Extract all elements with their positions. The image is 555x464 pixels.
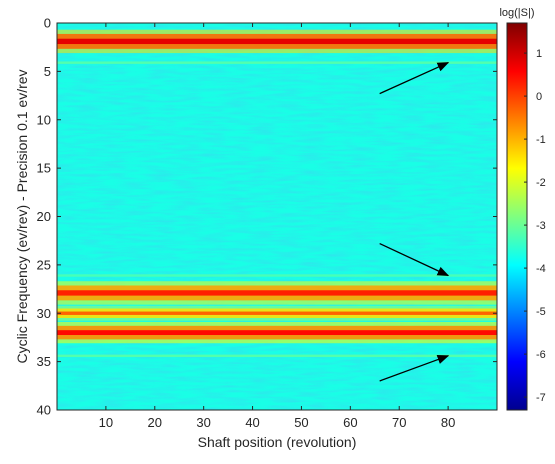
annotation-arrow bbox=[379, 243, 450, 277]
y-tick-label: 20 bbox=[37, 209, 51, 224]
heatmap-band bbox=[57, 274, 497, 277]
band-core bbox=[57, 330, 497, 336]
y-axis: 0 5 10 15 20 25 30 35 40 bbox=[37, 16, 497, 418]
x-tick-label: 60 bbox=[343, 415, 357, 430]
colorbar-tick-label: 1 bbox=[536, 48, 542, 60]
colorbar-tick-label: -1 bbox=[536, 134, 546, 146]
heatmap-texture bbox=[57, 23, 497, 410]
annotation-arrow bbox=[379, 355, 450, 382]
band-core bbox=[57, 311, 497, 315]
y-tick-label: 25 bbox=[37, 257, 51, 272]
x-axis: 10 20 30 40 50 60 70 80 bbox=[99, 23, 455, 430]
annotation-arrows bbox=[379, 62, 450, 382]
x-axis-label: Shaft position (revolution) bbox=[198, 434, 357, 450]
colorbar-tick-label: -6 bbox=[536, 349, 546, 361]
x-tick-label: 70 bbox=[392, 415, 406, 430]
y-tick-label: 40 bbox=[37, 403, 51, 418]
y-tick-label: 30 bbox=[37, 306, 51, 321]
y-tick-label: 5 bbox=[44, 64, 51, 79]
y-tick-label: 15 bbox=[37, 161, 51, 176]
heatmap-band bbox=[57, 321, 497, 344]
band-core bbox=[57, 38, 497, 45]
colorbar: log(|S|) 1 0 -1 -2 -3 -4 -5 -6 -7 bbox=[499, 7, 546, 411]
colorbar-gradient bbox=[506, 22, 528, 411]
colorbar-title: log(|S|) bbox=[499, 7, 534, 19]
heatmap-band bbox=[57, 354, 497, 358]
heatmap-band bbox=[57, 305, 497, 321]
x-tick-label: 40 bbox=[245, 415, 259, 430]
plot-area bbox=[57, 23, 497, 410]
y-axis-label: Cyclic Frequency (ev/rev) - Precision 0.… bbox=[14, 69, 30, 363]
colorbar-tick-label: -5 bbox=[536, 306, 546, 318]
band-core bbox=[57, 61, 497, 64]
x-tick-label: 20 bbox=[148, 415, 162, 430]
x-tick-label: 50 bbox=[294, 415, 308, 430]
colorbar-tick-label: -2 bbox=[536, 177, 546, 189]
x-tick-label: 10 bbox=[99, 415, 113, 430]
colorbar-tick-label: 0 bbox=[536, 91, 542, 103]
colorbar-tick-label: -4 bbox=[536, 263, 546, 275]
band-core bbox=[57, 354, 497, 358]
y-tick-label: 10 bbox=[37, 112, 51, 127]
band-core bbox=[57, 290, 497, 296]
y-tick-label: 0 bbox=[44, 16, 51, 31]
colorbar-tick-label: -7 bbox=[536, 392, 546, 404]
colorbar-ticks: 1 0 -1 -2 -3 -4 -5 -6 -7 bbox=[524, 48, 546, 404]
heatmap-band bbox=[57, 61, 497, 64]
x-tick-label: 80 bbox=[441, 415, 455, 430]
y-tick-label: 35 bbox=[37, 354, 51, 369]
heatmap-band bbox=[57, 281, 497, 305]
colorbar-tick-label: -3 bbox=[536, 220, 546, 232]
heatmap-band bbox=[57, 29, 497, 54]
x-tick-label: 30 bbox=[196, 415, 210, 430]
annotation-arrow bbox=[379, 62, 450, 95]
band-core bbox=[57, 274, 497, 277]
